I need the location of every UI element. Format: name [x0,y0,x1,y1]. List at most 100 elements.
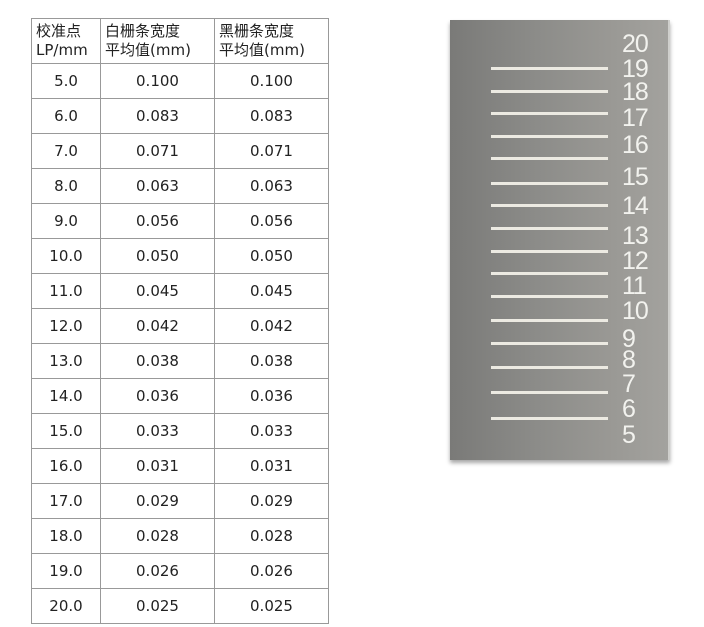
cell-white-width: 0.029 [100,483,215,519]
table-header-row: 校准点 LP/mm 白栅条宽度 平均值(mm) 黑栅条宽度 平均值(mm) [31,18,329,64]
cell-lp-mm: 19.0 [31,553,101,589]
cell-black-width: 0.028 [214,518,329,554]
grating-bar [491,272,608,275]
table-row: 7.0 0.071 0.071 [31,133,329,169]
cell-lp-mm: 12.0 [31,308,101,344]
cell-white-width: 0.050 [100,238,215,274]
cell-lp-mm: 11.0 [31,273,101,309]
cell-black-width: 0.042 [214,308,329,344]
table-row: 12.0 0.042 0.042 [31,308,329,344]
header-black-bar-width: 黑栅条宽度 平均值(mm) [214,18,329,64]
cell-white-width: 0.042 [100,308,215,344]
grating-bar [491,112,608,115]
grating-bar [491,90,608,93]
cell-white-width: 0.056 [100,203,215,239]
cell-lp-mm: 9.0 [31,203,101,239]
plate-lp-label: 14 [622,192,649,220]
cell-white-width: 0.026 [100,553,215,589]
cell-lp-mm: 10.0 [31,238,101,274]
cell-lp-mm: 7.0 [31,133,101,169]
cell-white-width: 0.045 [100,273,215,309]
cell-lp-mm: 14.0 [31,378,101,414]
table-row: 19.0 0.026 0.026 [31,553,329,589]
cell-lp-mm: 16.0 [31,448,101,484]
table-row: 16.0 0.031 0.031 [31,448,329,484]
header-line: LP/mm [36,41,88,59]
header-line: 黑栅条宽度 [219,22,295,40]
plate-lp-label: 7 [622,370,636,398]
table-row: 5.0 0.100 0.100 [31,63,329,99]
grating-bar [491,366,608,369]
grating-bar [491,342,608,345]
header-line: 平均值(mm) [219,41,305,59]
grating-bar [491,319,608,322]
cell-white-width: 0.025 [100,588,215,624]
cell-black-width: 0.031 [214,448,329,484]
grating-bar [491,227,608,230]
table-row: 20.0 0.025 0.025 [31,588,329,624]
plate-lp-label: 8 [622,346,636,374]
cell-white-width: 0.083 [100,98,215,134]
plate-lp-label: 13 [622,222,649,250]
cell-white-width: 0.033 [100,413,215,449]
cell-white-width: 0.038 [100,343,215,379]
cell-lp-mm: 13.0 [31,343,101,379]
header-calibration-point: 校准点 LP/mm [31,18,101,64]
cell-black-width: 0.033 [214,413,329,449]
cell-black-width: 0.100 [214,63,329,99]
plate-lp-label: 5 [622,421,636,449]
header-white-bar-width: 白栅条宽度 平均值(mm) [100,18,215,64]
table-row: 15.0 0.033 0.033 [31,413,329,449]
cell-black-width: 0.036 [214,378,329,414]
plate-lp-label: 20 [622,30,649,58]
cell-black-width: 0.029 [214,483,329,519]
table-row: 6.0 0.083 0.083 [31,98,329,134]
table-row: 13.0 0.038 0.038 [31,343,329,379]
resolution-test-plate-photo: 20 19 18 17 16 15 14 13 12 11 10 9 8 7 6 5 [450,20,670,460]
cell-black-width: 0.050 [214,238,329,274]
table-row: 17.0 0.029 0.029 [31,483,329,519]
calibration-table: 校准点 LP/mm 白栅条宽度 平均值(mm) 黑栅条宽度 平均值(mm) 5.0 0.… [31,18,329,624]
cell-black-width: 0.038 [214,343,329,379]
cell-white-width: 0.031 [100,448,215,484]
plate-lp-label: 15 [622,163,649,191]
grating-bar [491,135,608,138]
cell-black-width: 0.083 [214,98,329,134]
plate-lp-label: 9 [622,325,636,353]
grating-bar [491,295,608,298]
header-line: 校准点 [36,22,82,40]
table-row: 11.0 0.045 0.045 [31,273,329,309]
cell-lp-mm: 18.0 [31,518,101,554]
table-row: 8.0 0.063 0.063 [31,168,329,204]
plate-lp-label: 19 [622,55,649,83]
cell-lp-mm: 20.0 [31,588,101,624]
plate-lp-label: 11 [622,272,647,300]
grating-bar [491,157,608,160]
grating-bar [491,391,608,394]
table-row: 9.0 0.056 0.056 [31,203,329,239]
plate-lp-label: 17 [622,104,649,132]
header-line: 平均值(mm) [105,41,191,59]
cell-white-width: 0.063 [100,168,215,204]
table-row: 18.0 0.028 0.028 [31,518,329,554]
cell-white-width: 0.036 [100,378,215,414]
cell-black-width: 0.045 [214,273,329,309]
header-line: 白栅条宽度 [105,22,181,40]
grating-bar [491,417,608,420]
cell-lp-mm: 6.0 [31,98,101,134]
cell-black-width: 0.071 [214,133,329,169]
plate-lp-label: 18 [622,78,649,106]
cell-lp-mm: 17.0 [31,483,101,519]
cell-white-width: 0.028 [100,518,215,554]
plate-lp-label: 6 [622,395,636,423]
cell-white-width: 0.100 [100,63,215,99]
table-row: 10.0 0.050 0.050 [31,238,329,274]
grating-bar [491,182,608,185]
grating-bar [491,250,608,253]
cell-lp-mm: 8.0 [31,168,101,204]
cell-lp-mm: 5.0 [31,63,101,99]
cell-lp-mm: 15.0 [31,413,101,449]
grating-bar [491,67,608,70]
plate-lp-label: 12 [622,247,649,275]
cell-black-width: 0.026 [214,553,329,589]
